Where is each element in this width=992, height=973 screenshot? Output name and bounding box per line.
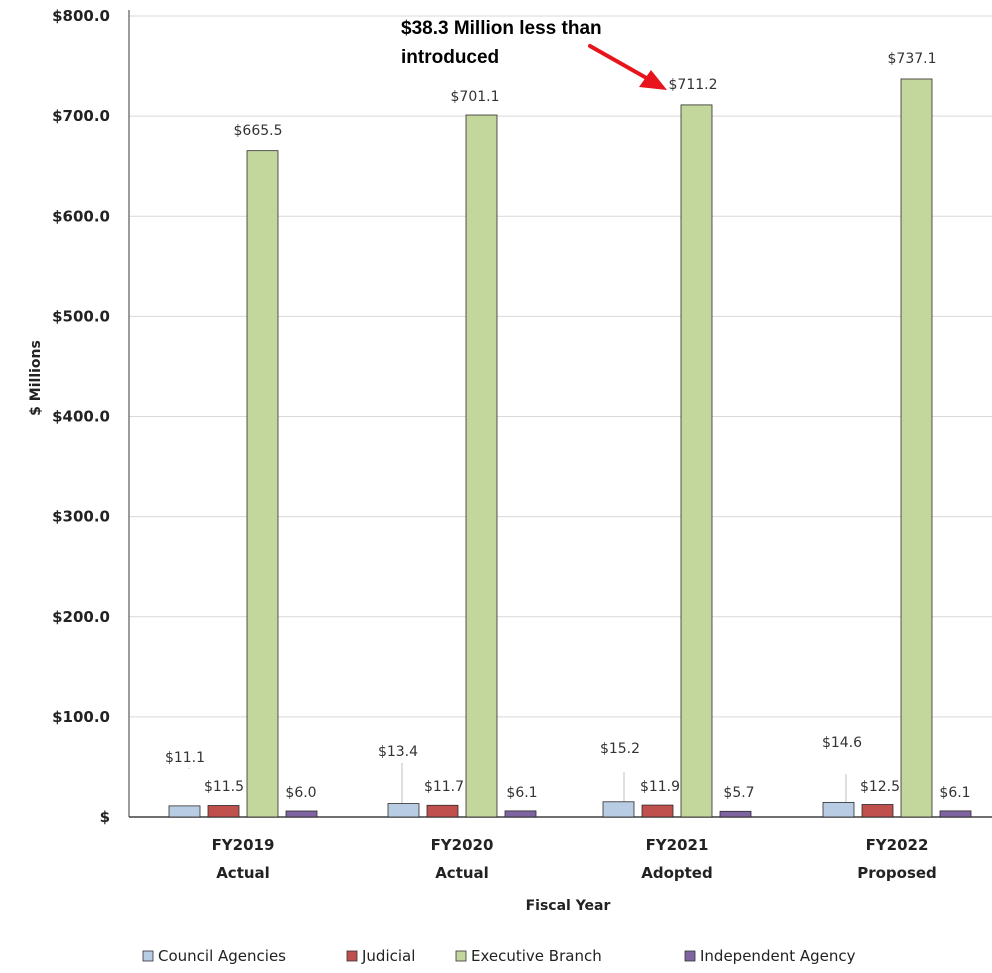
y-axis-title: $ Millions [28,340,44,416]
data-label: $13.4 [378,744,418,760]
x-category-labels: FY2019 Actual FY2020 Actual FY2021 Adopted FY2… [212,836,937,882]
legend-label: Executive Branch [471,947,602,965]
legend-label: Council Agencies [158,947,286,965]
bar [680,104,713,818]
bar [822,801,855,818]
legend-swatch [684,950,696,962]
y-tick-labels: $ $100.0 $200.0 $300.0 $400.0 $500.0 $600.0 $70… [52,7,110,826]
bar [504,810,537,818]
x-tick-label: FY2019 [212,836,275,854]
bar [168,805,201,818]
legend-label: Independent Agency [700,947,856,965]
x-tick-label: Actual [216,864,270,882]
bars [168,78,972,818]
bar [426,804,459,818]
annotation-arrow [588,44,667,90]
data-label: $737.1 [888,51,937,67]
data-label: $11.1 [165,750,205,766]
data-label: $5.7 [723,785,754,801]
data-label: $11.9 [640,779,680,795]
annotation-line-2: introduced [401,47,499,68]
data-labels: $11.1 $13.4 $15.2 $14.6 $11.5 $11.7 $11.9 $12.5… [165,51,971,801]
y-tick-label: $700.0 [52,107,110,125]
data-label: $711.2 [669,77,718,93]
bar [861,804,894,818]
data-label: $6.1 [506,785,537,801]
x-tick-label: FY2022 [866,836,929,854]
leader-lines [188,763,847,808]
x-tick-label: Actual [435,864,489,882]
bar [939,810,972,818]
y-tick-label: $600.0 [52,207,110,225]
y-tick-label: $200.0 [52,608,110,626]
legend-item: Council Agencies [142,947,286,965]
bar [207,805,240,818]
x-tick-label: Proposed [857,864,937,882]
bar [641,804,674,818]
legend-swatch [346,950,358,962]
annotation: $38.3 Million less than introduced [401,18,667,90]
x-tick-label: FY2021 [646,836,709,854]
data-label: $15.2 [600,741,640,757]
data-label: $701.1 [451,89,500,105]
legend-swatch [142,950,154,962]
annotation-line-1: $38.3 Million less than [401,18,602,39]
data-label: $665.5 [234,123,283,139]
y-tick-label: $800.0 [52,7,110,25]
x-axis-title: Fiscal Year [526,898,611,914]
data-label: $11.5 [204,779,244,795]
data-label: $6.1 [939,785,970,801]
legend-item: Judicial [346,947,415,965]
y-tick-label: $300.0 [52,508,110,526]
arrow-head [639,70,667,90]
bar [246,150,279,818]
legend-item: Independent Agency [684,947,856,965]
bar [465,114,498,818]
y-tick-label: $400.0 [52,408,110,426]
x-tick-label: FY2020 [431,836,494,854]
bar [602,801,635,818]
data-label: $11.7 [424,779,464,795]
data-label: $6.0 [285,785,316,801]
data-label: $12.5 [860,779,900,795]
y-tick-label: $100.0 [52,708,110,726]
legend-swatch [455,950,467,962]
y-tick-label: $500.0 [52,307,110,325]
bar [900,78,933,818]
legend-item: Executive Branch [455,947,602,965]
data-label: $14.6 [822,735,862,751]
bar [285,810,318,818]
arrow-shaft [588,44,652,82]
y-tick-label: $ [100,808,110,826]
x-tick-label: Adopted [641,864,712,882]
bar [719,810,752,818]
legend-label: Judicial [361,947,415,965]
bar [387,803,420,818]
legend: Council Agencies Judicial Executive Branch… [142,947,856,965]
